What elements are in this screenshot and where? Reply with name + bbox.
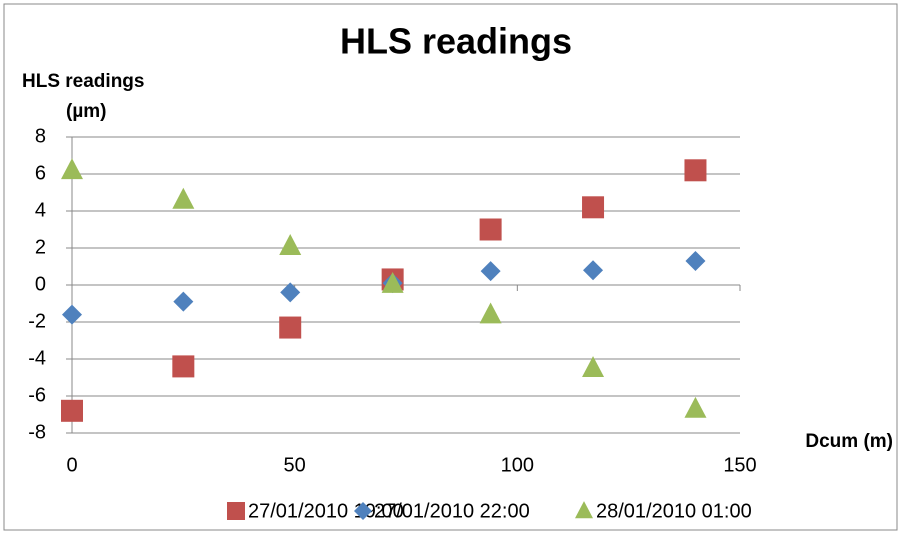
point (61, 399, 83, 422)
x-tick-label: 50 (284, 454, 306, 476)
y-tick-label: 8 (35, 125, 46, 147)
x-axis-label: Dcum (m) (805, 431, 893, 452)
point (582, 356, 605, 378)
point (172, 355, 195, 378)
point (685, 250, 706, 271)
y-tick-label: -6 (28, 384, 46, 406)
point (684, 159, 707, 182)
y-tick-label: -8 (28, 421, 46, 443)
y-tick-label: 6 (35, 162, 46, 184)
y-axis-label: (µm) (66, 101, 107, 122)
y-tick-label: -2 (28, 310, 46, 332)
point (62, 304, 82, 325)
y-tick-label: -4 (28, 347, 46, 369)
y-tick-label: 4 (35, 199, 46, 221)
legend-label: 28/01/2010 01:00 (596, 500, 752, 522)
point (61, 158, 83, 180)
legend-marker (227, 502, 245, 520)
legend-label: 27/01/2010 22:00 (374, 500, 530, 522)
point (582, 196, 605, 219)
point (583, 260, 604, 281)
legend-marker (575, 501, 593, 519)
chart-title: HLS readings (340, 21, 572, 62)
point (381, 271, 404, 293)
point (479, 218, 502, 241)
point (684, 396, 707, 418)
y-tick-label: 2 (35, 236, 46, 258)
point (479, 302, 502, 324)
x-tick-label: 150 (723, 454, 756, 476)
point (279, 234, 302, 255)
x-tick-label: 100 (501, 454, 534, 476)
point (480, 261, 501, 282)
chart-border (3, 3, 898, 531)
point (279, 316, 302, 339)
point (280, 282, 301, 303)
x-tick-label: 0 (66, 454, 77, 476)
legend-marker (354, 502, 372, 520)
y-axis-label: HLS readings (22, 71, 144, 92)
point (172, 187, 195, 209)
y-tick-label: 0 (35, 273, 46, 295)
point (173, 291, 194, 312)
